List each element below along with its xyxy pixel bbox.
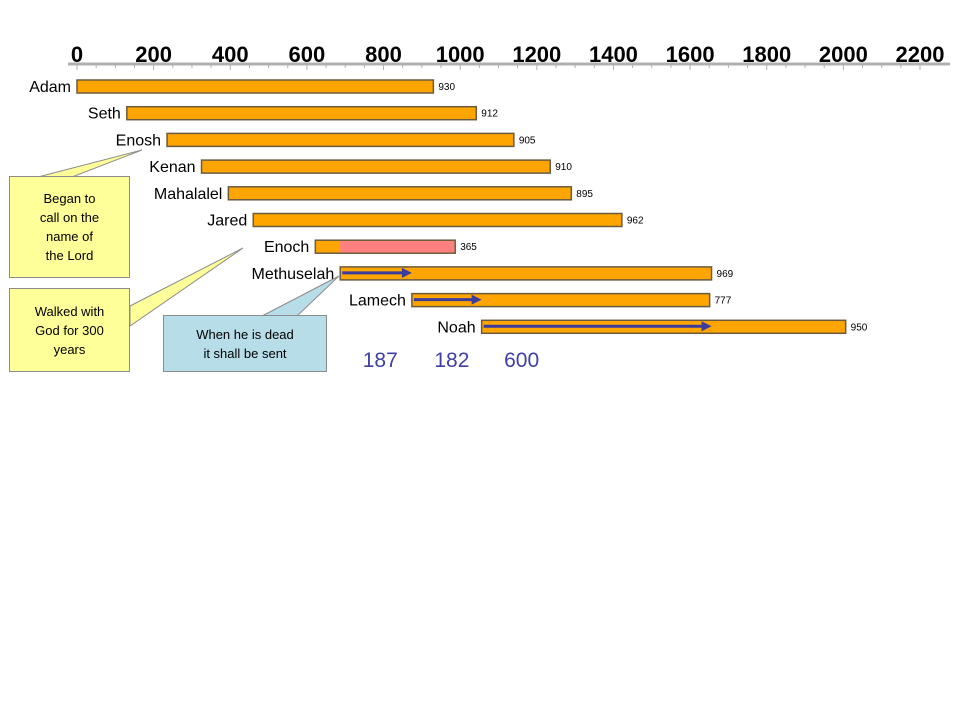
person-name-label: Enoch [264,239,309,256]
lifespan-bars: Adam 930 Seth 912 Enosh 905 Kenan 910 Mahalalel 8… [29,79,868,372]
arrow-years-number: 600 [504,349,539,372]
lifespan-bar [200,159,551,174]
lifespan-bar [76,79,435,94]
callout-line: call on the [39,210,100,225]
lifespan-value-label: 777 [715,296,732,307]
lifespan-bar [339,266,713,281]
callout-enosh-prayer: Began to call on the name of the Lord [9,176,130,278]
x-tick-label: 800 [365,42,402,67]
lifespan-value-label: 910 [555,162,572,173]
lifespan-value-label: 365 [460,242,477,253]
years-to-son-arrowhead [401,267,412,278]
lifespan-value-label: 962 [627,216,644,227]
person-name-label: Adam [29,79,71,96]
callout-pointer [129,247,244,327]
lifespan-value-label: 930 [438,82,455,93]
arrow-years-number: 187 [363,349,398,372]
lifespan-value-label: 912 [481,109,498,120]
lifespan-bar [252,212,623,228]
person-name-label: Noah [437,319,475,336]
x-tick-label: 1200 [512,42,561,67]
x-tick-label: 1600 [666,42,715,67]
x-tick-label: 200 [135,42,172,67]
person-name-label: Kenan [149,159,195,176]
enoch-walk-highlight [340,241,455,253]
callout-pointer [37,149,143,178]
callout-line: the Lord [45,248,94,263]
person-name-label: Mahalalel [154,186,222,203]
callout-line: it shall be sent [203,345,287,361]
callout-line: When he is dead [196,326,294,342]
lifespan-value-label: 969 [717,269,734,280]
x-axis-ticks: 0 200 400 600 800 1000 1200 1400 1600 1800 2000 220… [71,42,945,70]
x-tick-label: 400 [212,42,249,67]
callout-line: years [53,341,86,357]
lifespan-bar [227,186,573,201]
years-to-son-arrowhead [701,321,712,332]
callout-line: name of [46,229,93,244]
x-tick-label: 0 [71,42,83,67]
x-tick-label: 2000 [819,42,868,67]
lifespan-bar [166,132,515,148]
x-tick-label: 2200 [896,42,945,67]
lifespan-value-label: 895 [576,189,593,200]
callout-methuselah-sent: When he is dead it shall be sent [163,315,327,372]
callout-line: God for 300 [35,322,104,338]
callout-line: Walked with [34,303,105,319]
person-name-label: Seth [88,106,121,123]
lifespan-bar [126,105,478,121]
person-name-label: Lamech [349,293,406,310]
lifespan-value-label: 950 [851,322,868,333]
person-name-label: Methuselah [252,266,335,283]
callout-line: Began to [43,191,96,206]
callout-enoch-walk: Walked with God for 300 years [9,288,130,372]
x-tick-label: 1400 [589,42,638,67]
years-to-son-arrowhead [471,294,482,305]
x-tick-label: 1000 [436,42,485,67]
x-tick-label: 1800 [742,42,791,67]
arrow-years-number: 182 [434,349,469,372]
person-name-label: Enosh [116,132,161,149]
lifespan-value-label: 905 [519,135,536,146]
callout-leaders [37,149,340,327]
lifespan-bar [411,292,711,308]
person-name-label: Jared [207,213,247,230]
x-tick-label: 600 [289,42,326,67]
